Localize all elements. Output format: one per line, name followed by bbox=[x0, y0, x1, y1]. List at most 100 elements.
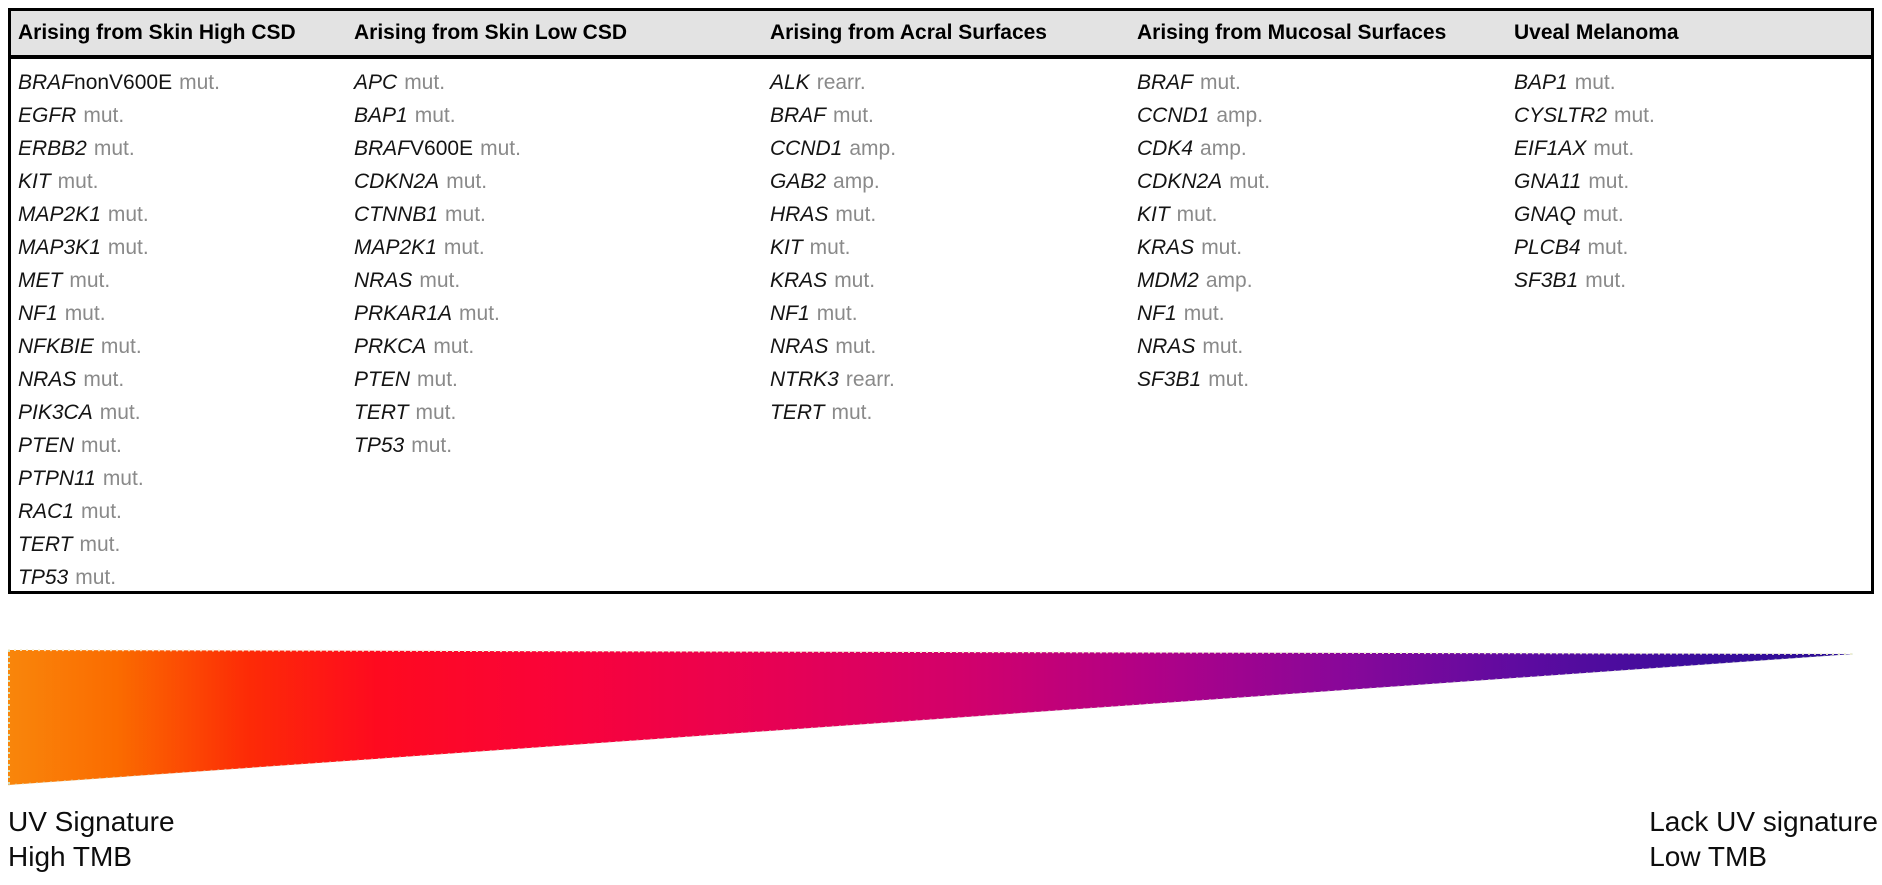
alteration-type: mut. bbox=[1176, 203, 1218, 226]
gene-symbol: PRKAR1A bbox=[354, 302, 453, 325]
gene-entry: BRAF mut. bbox=[770, 99, 1130, 132]
alteration-type: mut. bbox=[1587, 236, 1629, 259]
gene-symbol: TERT bbox=[18, 533, 73, 556]
gene-symbol: NRAS bbox=[1137, 335, 1196, 358]
gene-entry: HRAS mut. bbox=[770, 198, 1130, 231]
alteration-type: mut. bbox=[1588, 170, 1630, 193]
alteration-type: mut. bbox=[433, 335, 475, 358]
gene-column: BAP1 mut. CYSLTR2 mut. EIF1AX mut. GNA11 mut. GN… bbox=[1507, 66, 1871, 594]
gene-variant: V600E bbox=[410, 137, 474, 160]
gene-column: ALK rearr. BRAF mut. CCND1 amp. GAB2 amp. HRAS mu… bbox=[763, 66, 1130, 594]
gene-entry: KIT mut. bbox=[1137, 198, 1507, 231]
gene-entry: CDKN2A mut. bbox=[1137, 165, 1507, 198]
gene-symbol: EGFR bbox=[18, 104, 77, 127]
alteration-type: mut. bbox=[1582, 203, 1624, 226]
gene-symbol: CTNNB1 bbox=[354, 203, 439, 226]
gene-entry: RAC1 mut. bbox=[18, 495, 347, 528]
gene-symbol: CCND1 bbox=[770, 137, 843, 160]
gene-symbol: PTEN bbox=[18, 434, 75, 457]
gene-symbol: NF1 bbox=[1137, 302, 1177, 325]
gene-symbol: MDM2 bbox=[1137, 269, 1199, 292]
alteration-type: mut. bbox=[69, 269, 111, 292]
gene-entry: PTEN mut. bbox=[354, 363, 763, 396]
alteration-type: mut. bbox=[809, 236, 851, 259]
gene-entry: CCND1 amp. bbox=[1137, 99, 1507, 132]
high-tmb-text: High TMB bbox=[8, 841, 132, 872]
column-header: Arising from Skin Low CSD bbox=[354, 21, 628, 44]
gene-symbol: NFKBIE bbox=[18, 335, 94, 358]
gene-entry: MDM2 amp. bbox=[1137, 264, 1507, 297]
gene-symbol: NF1 bbox=[770, 302, 810, 325]
alteration-type: mut. bbox=[1208, 368, 1250, 391]
gene-entry: NFKBIE mut. bbox=[18, 330, 347, 363]
alteration-type: mut. bbox=[835, 335, 877, 358]
gene-symbol: NTRK3 bbox=[770, 368, 839, 391]
gene-entry: EGFR mut. bbox=[18, 99, 347, 132]
alteration-type: mut. bbox=[179, 71, 220, 94]
alteration-type: mut. bbox=[83, 368, 125, 391]
gene-entry: KRAS mut. bbox=[770, 264, 1130, 297]
alteration-type: mut. bbox=[1200, 71, 1241, 94]
gene-symbol: SF3B1 bbox=[1514, 269, 1579, 292]
gene-symbol: MAP2K1 bbox=[354, 236, 437, 259]
uv-signature-text: UV Signature bbox=[8, 806, 175, 837]
gene-symbol: KRAS bbox=[1137, 236, 1195, 259]
alteration-type: mut. bbox=[404, 71, 446, 94]
gene-symbol: KRAS bbox=[770, 269, 828, 292]
alteration-type: amp. bbox=[1216, 104, 1264, 127]
gene-symbol: MET bbox=[18, 269, 63, 292]
column-header: Arising from Skin High CSD bbox=[18, 21, 296, 44]
gene-entry: APC mut. bbox=[354, 66, 763, 99]
gene-entry: BAP1 mut. bbox=[1514, 66, 1871, 99]
gene-symbol: CDKN2A bbox=[354, 170, 440, 193]
alteration-type: mut. bbox=[831, 401, 873, 424]
alteration-type: mut. bbox=[83, 104, 125, 127]
uv-high-tmb-label: UV Signature High TMB bbox=[8, 804, 175, 874]
gene-symbol: CYSLTR2 bbox=[1514, 104, 1607, 127]
gene-entry: BAP1 mut. bbox=[354, 99, 763, 132]
alteration-type: mut. bbox=[419, 269, 461, 292]
gene-entry: GAB2 amp. bbox=[770, 165, 1130, 198]
alteration-type: mut. bbox=[107, 236, 149, 259]
alteration-type: mut. bbox=[1574, 71, 1616, 94]
alteration-type: mut. bbox=[834, 269, 876, 292]
table-header-row: Arising from Skin High CSD Arising from S… bbox=[11, 11, 1871, 59]
column-header: Uveal Melanoma bbox=[1514, 21, 1679, 44]
gene-entry: BRAFV600E mut. bbox=[354, 132, 763, 165]
gene-symbol: GNAQ bbox=[1514, 203, 1576, 226]
gene-symbol: BAP1 bbox=[354, 104, 408, 127]
gene-symbol: TERT bbox=[354, 401, 409, 424]
gene-entry: PLCB4 mut. bbox=[1514, 231, 1871, 264]
gene-entry: CCND1 amp. bbox=[770, 132, 1130, 165]
alteration-type: amp. bbox=[1205, 269, 1253, 292]
gene-symbol: HRAS bbox=[770, 203, 829, 226]
alteration-type: mut. bbox=[816, 302, 858, 325]
gene-symbol: PLCB4 bbox=[1514, 236, 1581, 259]
gene-entry: TERT mut. bbox=[354, 396, 763, 429]
column-header: Arising from Mucosal Surfaces bbox=[1137, 21, 1447, 44]
gene-entry: PIK3CA mut. bbox=[18, 396, 347, 429]
alteration-type: mut. bbox=[459, 302, 500, 325]
alteration-type: mut. bbox=[1229, 170, 1271, 193]
gene-entry: PRKCA mut. bbox=[354, 330, 763, 363]
gene-entry: TP53 mut. bbox=[354, 429, 763, 462]
gene-entry: NTRK3 rearr. bbox=[770, 363, 1130, 396]
gene-symbol: CDK4 bbox=[1137, 137, 1194, 160]
gene-entry: ALK rearr. bbox=[770, 66, 1130, 99]
gene-symbol: TP53 bbox=[18, 566, 69, 589]
gene-symbol: PRKCA bbox=[354, 335, 427, 358]
gene-column: APC mut. BAP1 mut. BRAFV600E mut. CDKN2A mut. CT… bbox=[347, 66, 763, 594]
gene-entry: MET mut. bbox=[18, 264, 347, 297]
gene-entry: SF3B1 mut. bbox=[1514, 264, 1871, 297]
gene-symbol: BRAF bbox=[770, 104, 827, 127]
gene-entry: TERT mut. bbox=[18, 528, 347, 561]
gene-entry: KIT mut. bbox=[770, 231, 1130, 264]
gene-entry: PTPN11 mut. bbox=[18, 462, 347, 495]
gene-symbol: PTPN11 bbox=[18, 467, 96, 490]
gene-entry: NRAS mut. bbox=[354, 264, 763, 297]
gene-symbol: GAB2 bbox=[770, 170, 827, 193]
alteration-type: mut. bbox=[57, 170, 99, 193]
alteration-type: mut. bbox=[411, 434, 453, 457]
gene-entry: NF1 mut. bbox=[770, 297, 1130, 330]
alteration-type: mut. bbox=[445, 203, 486, 226]
